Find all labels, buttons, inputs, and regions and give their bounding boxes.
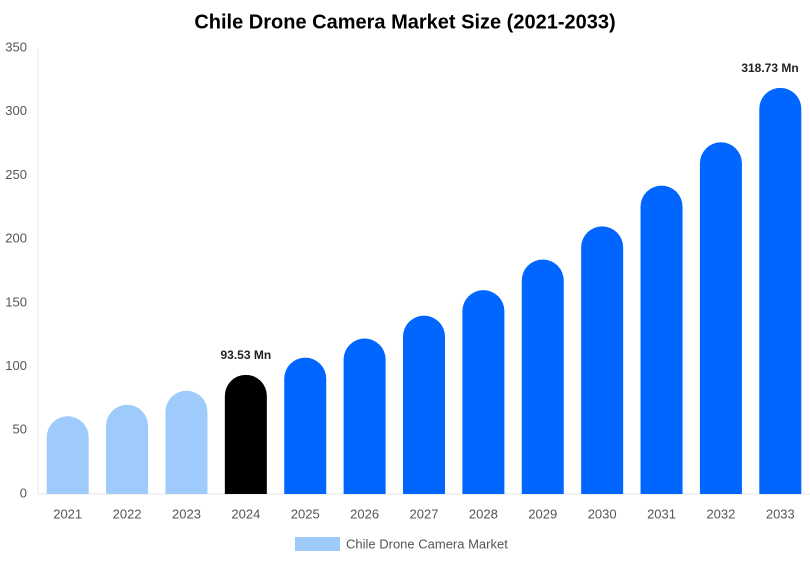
x-tick-label: 2031 — [647, 506, 676, 521]
x-tick-label: 2021 — [53, 506, 82, 521]
legend-label: Chile Drone Camera Market — [346, 536, 508, 551]
bar — [106, 404, 149, 494]
x-tick-label: 2028 — [469, 506, 498, 521]
x-tick-label: 2025 — [291, 506, 320, 521]
y-tick-label: 150 — [5, 294, 27, 309]
y-tick-label: 100 — [5, 358, 27, 373]
x-tick-label: 2026 — [350, 506, 379, 521]
x-tick-label: 2032 — [706, 506, 735, 521]
y-tick-label: 250 — [5, 167, 27, 182]
bar — [640, 185, 683, 494]
bar — [343, 338, 386, 494]
y-tick-label: 200 — [5, 231, 27, 246]
y-tick-label: 350 — [5, 39, 27, 54]
x-tick-label: 2022 — [113, 506, 142, 521]
x-tick-label: 2033 — [766, 506, 795, 521]
bar — [759, 87, 802, 494]
bar — [521, 259, 564, 494]
x-tick-label: 2027 — [410, 506, 439, 521]
y-tick-label: 50 — [13, 422, 27, 437]
legend-swatch — [295, 537, 340, 551]
bar — [224, 374, 267, 494]
y-tick-label: 300 — [5, 103, 27, 118]
bar — [403, 315, 445, 494]
data-label: 93.53 Mn — [220, 348, 271, 362]
bar — [699, 142, 742, 494]
bar — [284, 357, 327, 494]
data-label: 318.73 Mn — [741, 61, 798, 75]
x-tick-label: 2024 — [231, 506, 260, 521]
x-tick-label: 2023 — [172, 506, 201, 521]
x-tick-label: 2029 — [528, 506, 557, 521]
bar — [581, 226, 624, 494]
bar — [46, 416, 89, 494]
chart-title: Chile Drone Camera Market Size (2021-203… — [194, 11, 615, 33]
bar — [165, 390, 208, 494]
bar — [462, 290, 505, 494]
x-tick-label: 2030 — [588, 506, 617, 521]
y-tick-label: 0 — [20, 485, 27, 500]
